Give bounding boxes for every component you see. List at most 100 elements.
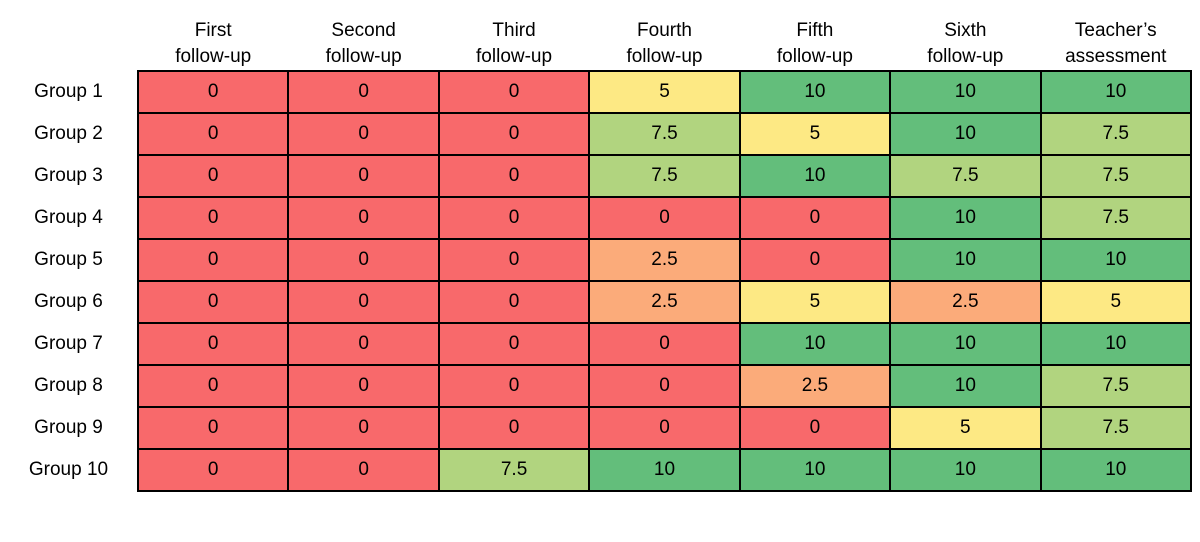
heatmap-cell: 0	[287, 448, 440, 492]
row-label: Group 3	[0, 155, 138, 197]
heatmap-cell: 5	[1039, 280, 1193, 324]
heatmap-cell: 10	[889, 112, 1042, 156]
row-label: Group 9	[0, 407, 138, 449]
heatmap-cell: 7.5	[889, 154, 1042, 198]
heatmap-cell: 10	[889, 238, 1042, 282]
heatmap-cell: 0	[136, 70, 290, 114]
column-header: First follow-up	[138, 8, 289, 71]
heatmap-cell: 10	[588, 448, 741, 492]
column-header: Fourth follow-up	[589, 8, 740, 71]
table-row: Group 8 0 0 0 0 2.5 10 7.5	[0, 364, 1193, 408]
heatmap-cell: 0	[136, 280, 290, 324]
heatmap-cell: 0	[136, 364, 290, 408]
heatmap-cell: 10	[1039, 448, 1193, 492]
heatmap-cell: 0	[136, 238, 290, 282]
heatmap-cell: 7.5	[1039, 364, 1193, 408]
table-row: Group 1 0 0 0 5 10 10 10	[0, 70, 1193, 114]
heatmap-cell: 7.5	[1039, 196, 1193, 240]
row-label: Group 5	[0, 239, 138, 281]
heatmap-cell: 10	[738, 70, 892, 114]
heatmap-cell: 0	[136, 112, 290, 156]
heatmap-cell: 7.5	[1039, 112, 1193, 156]
heatmap-cell: 0	[437, 112, 591, 156]
heatmap-table: First follow-up Second follow-up Third fol…	[0, 8, 1193, 492]
heatmap-cell: 0	[287, 364, 440, 408]
table-row: Group 10 0 0 7.5 10 10 10 10	[0, 448, 1193, 492]
heatmap-cell: 0	[588, 406, 741, 450]
heatmap-cell: 0	[287, 406, 440, 450]
heatmap-cell: 0	[738, 196, 892, 240]
row-label: Group 1	[0, 71, 138, 113]
heatmap-cell: 0	[588, 322, 741, 366]
heatmap-cell: 10	[1039, 238, 1193, 282]
heatmap-cell: 5	[738, 280, 892, 324]
heatmap-cell: 0	[287, 322, 440, 366]
heatmap-cell: 10	[1039, 70, 1193, 114]
heatmap-cell: 0	[437, 364, 591, 408]
heatmap-cell: 10	[889, 448, 1042, 492]
row-label: Group 10	[0, 449, 138, 491]
heatmap-cell: 10	[889, 364, 1042, 408]
heatmap-cell: 7.5	[437, 448, 591, 492]
corner-cell	[0, 8, 138, 71]
heatmap-cell: 10	[738, 154, 892, 198]
heatmap-cell: 0	[136, 196, 290, 240]
heatmap-cell: 0	[437, 154, 591, 198]
table-row: Group 7 0 0 0 0 10 10 10	[0, 322, 1193, 366]
heatmap-cell: 2.5	[588, 238, 741, 282]
heatmap-cell: 7.5	[1039, 406, 1193, 450]
heatmap-cell: 0	[287, 70, 440, 114]
table-row: Group 2 0 0 0 7.5 5 10 7.5	[0, 112, 1193, 156]
table-row: Group 9 0 0 0 0 0 5 7.5	[0, 406, 1193, 450]
table-row: Group 6 0 0 0 2.5 5 2.5 5	[0, 280, 1193, 324]
header-row: First follow-up Second follow-up Third fol…	[0, 8, 1191, 71]
heatmap-cell: 0	[287, 196, 440, 240]
heatmap-cell: 0	[287, 280, 440, 324]
heatmap-cell: 0	[136, 448, 290, 492]
heatmap-cell: 0	[287, 154, 440, 198]
column-header: Third follow-up	[438, 8, 590, 71]
heatmap-cell: 0	[437, 196, 591, 240]
heatmap-cell: 0	[136, 154, 290, 198]
row-label: Group 6	[0, 281, 138, 323]
heatmap-cell: 0	[136, 322, 290, 366]
heatmap-cell: 0	[437, 322, 591, 366]
heatmap-cell: 10	[738, 448, 892, 492]
heatmap-cell: 0	[588, 364, 741, 408]
heatmap-cell: 2.5	[889, 280, 1042, 324]
row-label: Group 2	[0, 113, 138, 155]
heatmap-cell: 2.5	[738, 364, 892, 408]
heatmap-cell: 2.5	[588, 280, 741, 324]
heatmap-cell: 0	[437, 70, 591, 114]
row-label: Group 4	[0, 197, 138, 239]
column-header: Teacher’s assessment	[1040, 8, 1191, 71]
heatmap-cell: 0	[287, 112, 440, 156]
heatmap-cell: 0	[437, 280, 591, 324]
column-header: Fifth follow-up	[739, 8, 891, 71]
column-header: Sixth follow-up	[890, 8, 1041, 71]
heatmap-cell: 7.5	[588, 112, 741, 156]
table-row: Group 5 0 0 0 2.5 0 10 10	[0, 238, 1193, 282]
table-row: Group 3 0 0 0 7.5 10 7.5 7.5	[0, 154, 1193, 198]
table-row: Group 4 0 0 0 0 0 10 7.5	[0, 196, 1193, 240]
heatmap-cell: 0	[437, 238, 591, 282]
heatmap-cell: 7.5	[588, 154, 741, 198]
heatmap-cell: 10	[889, 322, 1042, 366]
heatmap-cell: 10	[889, 70, 1042, 114]
row-label: Group 7	[0, 323, 138, 365]
heatmap-cell: 0	[738, 406, 892, 450]
heatmap-cell: 10	[738, 322, 892, 366]
heatmap-cell: 0	[588, 196, 741, 240]
heatmap-cell: 0	[287, 238, 440, 282]
heatmap-cell: 5	[738, 112, 892, 156]
heatmap-cell: 7.5	[1039, 154, 1193, 198]
heatmap-cell: 5	[588, 70, 741, 114]
heatmap-cell: 10	[889, 196, 1042, 240]
column-header: Second follow-up	[288, 8, 439, 71]
heatmap-cell: 0	[738, 238, 892, 282]
heatmap-cell: 5	[889, 406, 1042, 450]
heatmap-cell: 10	[1039, 322, 1193, 366]
heatmap-cell: 0	[136, 406, 290, 450]
heatmap-cell: 0	[437, 406, 591, 450]
